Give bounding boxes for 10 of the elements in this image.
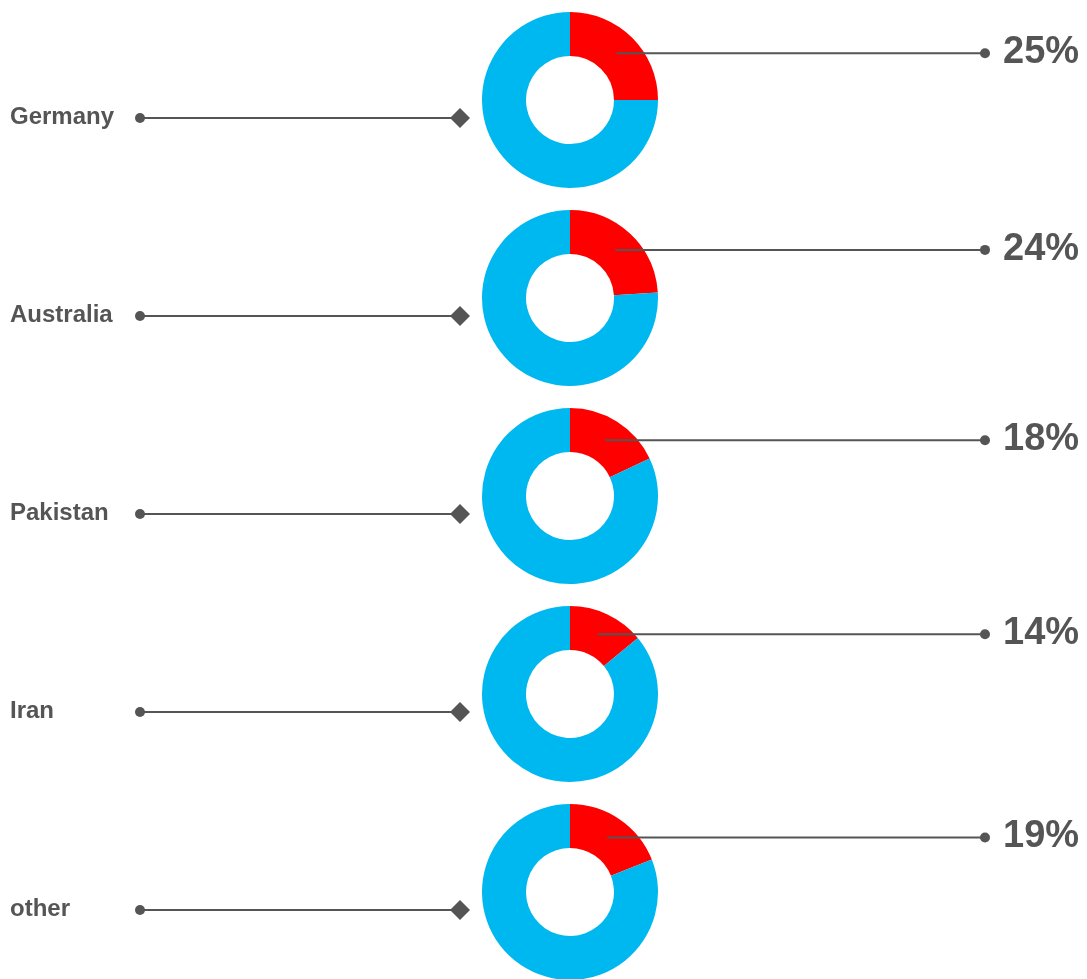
data-label: 19% — [1003, 813, 1080, 857]
text: Pakistan — [10, 498, 109, 526]
text: Australia — [10, 300, 113, 328]
text: Iran — [10, 696, 55, 724]
data-label: 24% — [1003, 225, 1080, 269]
data-label: 25% — [1003, 29, 1080, 73]
data-label: 18% — [1003, 416, 1080, 460]
text: other — [10, 894, 70, 922]
data-label: 14% — [1003, 610, 1080, 654]
text: Germany — [10, 102, 115, 130]
